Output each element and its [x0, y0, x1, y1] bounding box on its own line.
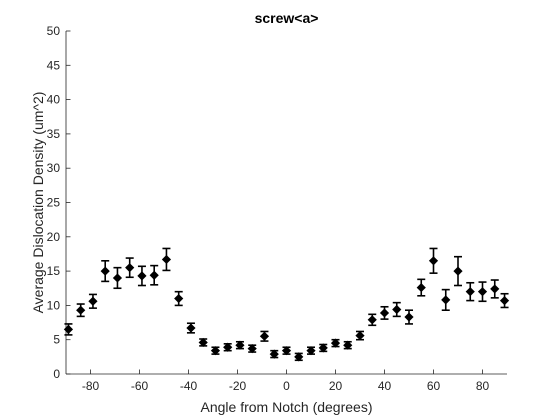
y-tick-label: 30 [47, 161, 61, 175]
data-point [247, 344, 257, 354]
y-axis-title: Average Dislocation Density (um^2) [30, 92, 46, 314]
x-tick-label: -60 [131, 379, 149, 393]
y-tick-label: 20 [47, 230, 61, 244]
x-tick-label: 60 [427, 379, 441, 393]
data-point [174, 293, 184, 304]
data-point [379, 308, 390, 318]
data-point [63, 324, 74, 335]
data-point [465, 287, 475, 297]
data-point [149, 270, 159, 280]
data-point [210, 346, 221, 356]
data-point [453, 266, 463, 276]
x-axis-title: Angle from Notch (degrees) [201, 399, 373, 415]
y-tick-label: 35 [47, 127, 61, 141]
data-point [294, 352, 304, 362]
data-point [161, 254, 172, 265]
data-point [137, 271, 147, 281]
x-tick-label: 0 [283, 379, 290, 393]
y-tick-label: 0 [53, 367, 60, 381]
data-point [235, 340, 245, 350]
y-tick-label: 25 [47, 196, 61, 210]
y-tick-label: 45 [47, 58, 61, 72]
data-point [100, 266, 110, 276]
x-tick-label: -20 [229, 379, 247, 393]
data-point [198, 337, 208, 348]
data-point [186, 323, 196, 333]
data-point [428, 256, 439, 266]
x-tick-label: -80 [82, 379, 100, 393]
y-tick-label: 5 [53, 333, 60, 347]
data-point [223, 342, 233, 352]
data-point [76, 305, 86, 315]
x-tick-label: -40 [180, 379, 198, 393]
x-tick-label: 80 [476, 379, 490, 393]
data-point [343, 340, 353, 350]
data-point [330, 338, 341, 348]
data-point [318, 343, 328, 353]
y-tick-label: 15 [47, 264, 61, 278]
data-point [259, 331, 270, 341]
data-point [392, 304, 402, 315]
data-point [125, 263, 135, 273]
data-point [112, 273, 123, 283]
axes: -80 -60 -40 -20 0 20 40 60 80 0 5 10 15 20 25 30 35 40 45 5… [47, 24, 507, 393]
data-point [490, 284, 500, 294]
chart-title: screw<a> [255, 10, 319, 26]
y-tick-label: 40 [47, 93, 61, 107]
x-tick-label: 40 [378, 379, 392, 393]
data-series [63, 247, 510, 362]
data-point [404, 312, 414, 322]
data-point [281, 346, 292, 356]
data-point [306, 346, 316, 356]
data-point [416, 282, 426, 293]
data-point [477, 287, 488, 297]
data-point [441, 295, 451, 305]
data-point [88, 296, 98, 306]
data-point [269, 349, 279, 359]
y-tick-label: 50 [47, 24, 61, 38]
x-tick-label: 20 [329, 379, 343, 393]
data-point [355, 330, 365, 341]
data-point [367, 315, 377, 325]
data-point [499, 295, 510, 306]
y-tick-label: 10 [47, 298, 61, 312]
